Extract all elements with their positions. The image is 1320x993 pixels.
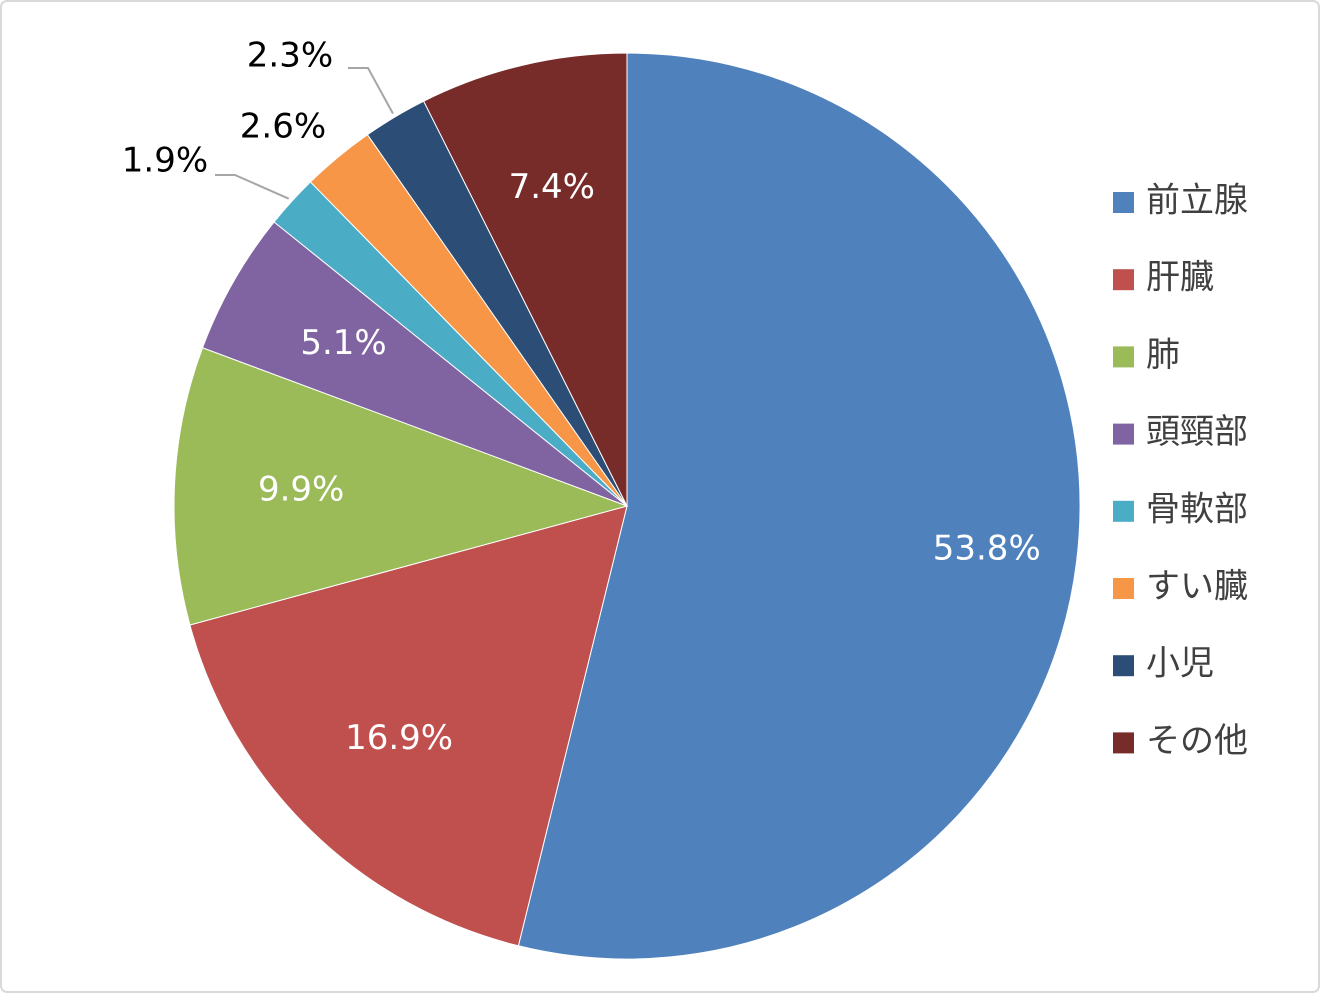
legend-label: その他 [1146,721,1248,761]
leader-line [215,174,290,200]
legend-label: 肺 [1146,335,1180,375]
legend-swatch [1113,732,1134,754]
legend-swatch [1113,423,1134,445]
legend-label: 小児 [1146,644,1214,684]
data-label: 16.9% [345,718,453,758]
legend-swatch [1113,500,1134,522]
data-label: 5.1% [300,323,386,363]
data-label: 2.6% [240,107,326,147]
data-label: 7.4% [509,167,595,207]
pie-slice [423,52,628,507]
legend-label: すい臓 [1146,567,1248,607]
data-label: 2.3% [247,36,333,76]
legend-label: 頭頸部 [1146,412,1248,452]
pie-slice [173,347,629,626]
legend-label: 骨軟部 [1146,489,1248,529]
pie-slice [189,505,628,947]
legend-swatch [1113,655,1134,677]
data-label: 1.9% [122,141,208,181]
data-label: 53.8% [933,528,1041,568]
pie-slice [201,221,628,507]
leader-line [348,67,394,114]
legend-swatch [1113,192,1134,213]
pie-slice [517,52,1081,960]
legend-swatch [1113,578,1134,599]
legend-swatch [1113,346,1134,368]
legend-label: 前立腺 [1146,181,1248,221]
data-label: 9.9% [258,470,344,510]
legend-label: 肝臓 [1146,258,1214,298]
legend-swatch [1113,269,1134,291]
